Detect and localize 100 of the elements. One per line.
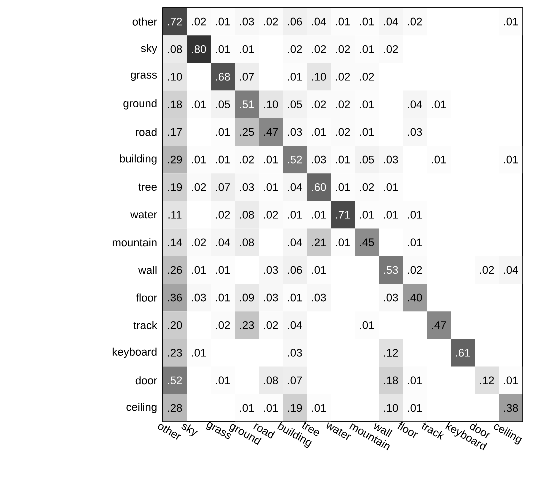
data-label: .01 <box>384 184 398 192</box>
y-tick-label: mountain <box>112 238 157 247</box>
data-label: .01 <box>432 156 446 164</box>
data-label: .01 <box>504 156 518 164</box>
data-label: .09 <box>240 294 254 302</box>
data-label: .01 <box>360 46 374 54</box>
data-label: .10 <box>384 404 398 412</box>
data-label: .02 <box>192 18 206 26</box>
data-label: .71 <box>336 211 350 219</box>
y-tick-label: tree <box>138 184 157 192</box>
data-label: .02 <box>240 156 254 164</box>
data-label: .03 <box>408 128 422 136</box>
data-label: .45 <box>360 238 374 246</box>
data-label: .03 <box>240 18 254 26</box>
data-label: .51 <box>240 100 254 108</box>
data-label: .29 <box>168 156 182 164</box>
data-label: .03 <box>192 294 206 302</box>
data-label: .53 <box>384 266 398 274</box>
data-label: .07 <box>240 73 254 81</box>
data-label: .02 <box>480 266 494 274</box>
data-label: .01 <box>312 404 326 412</box>
data-label: .01 <box>432 100 446 108</box>
data-label: .05 <box>360 156 374 164</box>
data-label: .10 <box>312 73 326 81</box>
x-tick-label: track <box>422 422 444 440</box>
data-label: .03 <box>384 294 398 302</box>
y-tick-label: wall <box>138 266 157 274</box>
data-label: .01 <box>312 211 326 219</box>
data-label: .02 <box>192 238 206 246</box>
data-label: .02 <box>408 18 422 26</box>
data-label: .01 <box>360 128 374 136</box>
y-tick-label: water <box>130 211 158 219</box>
data-label: .03 <box>384 156 398 164</box>
data-label: .07 <box>288 376 302 384</box>
data-label: .01 <box>216 266 230 274</box>
data-label: .17 <box>168 128 182 136</box>
data-label: .01 <box>240 46 254 54</box>
data-label: .01 <box>216 46 230 54</box>
data-label: .01 <box>216 18 230 26</box>
data-label: .04 <box>288 184 302 192</box>
data-label: .02 <box>264 322 278 330</box>
data-label: .08 <box>240 238 254 246</box>
y-tick-label: door <box>136 376 158 385</box>
data-label: .02 <box>384 46 398 54</box>
data-label: .21 <box>312 238 326 246</box>
data-label: .04 <box>216 238 230 246</box>
data-label: .04 <box>384 18 398 26</box>
data-label: .12 <box>480 376 494 384</box>
data-label: .01 <box>408 404 422 412</box>
data-label: .02 <box>216 211 230 219</box>
data-label: .03 <box>240 184 254 192</box>
data-label: .01 <box>360 100 374 108</box>
y-tick-label: other <box>132 18 158 26</box>
data-label: .01 <box>264 156 278 164</box>
data-label: .04 <box>408 100 422 108</box>
data-label: .52 <box>168 376 182 384</box>
data-label: .10 <box>168 73 182 81</box>
data-label: .03 <box>264 294 278 302</box>
data-label: .36 <box>168 294 182 302</box>
data-label: .01 <box>360 211 374 219</box>
data-label: .02 <box>360 184 374 192</box>
data-label: .02 <box>312 100 326 108</box>
data-label: .01 <box>264 184 278 192</box>
data-label: .01 <box>216 376 230 384</box>
data-label: .02 <box>312 46 326 54</box>
data-label: .02 <box>408 266 422 274</box>
data-label: .12 <box>384 349 398 357</box>
data-label: .03 <box>288 349 302 357</box>
data-label: .01 <box>192 349 206 357</box>
data-label: .01 <box>312 128 326 136</box>
data-label: .19 <box>168 184 182 192</box>
data-label: .01 <box>216 128 230 136</box>
data-label: .61 <box>456 349 470 357</box>
data-label: .01 <box>288 211 302 219</box>
data-label: .08 <box>240 211 254 219</box>
data-label: .01 <box>192 156 206 164</box>
data-label: .01 <box>384 211 398 219</box>
data-label: .02 <box>336 100 350 108</box>
data-label: .01 <box>408 376 422 384</box>
y-tick-label: road <box>136 128 157 136</box>
data-label: .47 <box>264 128 278 136</box>
data-label: .18 <box>168 100 182 108</box>
data-label: .38 <box>504 404 518 412</box>
y-tick-label: floor <box>136 294 158 302</box>
data-label: .02 <box>360 73 374 81</box>
x-tick-label: sky <box>182 424 198 437</box>
data-label: .11 <box>168 211 182 219</box>
data-label: .01 <box>504 376 518 384</box>
data-label: .08 <box>264 376 278 384</box>
data-label: .01 <box>360 18 374 26</box>
data-label: .03 <box>264 266 278 274</box>
data-label: .01 <box>216 156 230 164</box>
data-label: .01 <box>192 266 206 274</box>
data-label: .23 <box>168 349 182 357</box>
data-label: .01 <box>288 73 302 81</box>
y-tick-label: grass <box>131 72 158 82</box>
data-label: .04 <box>312 18 326 26</box>
data-label: .04 <box>288 322 302 330</box>
data-label: .08 <box>168 46 182 54</box>
y-tick-label: building <box>120 154 157 165</box>
